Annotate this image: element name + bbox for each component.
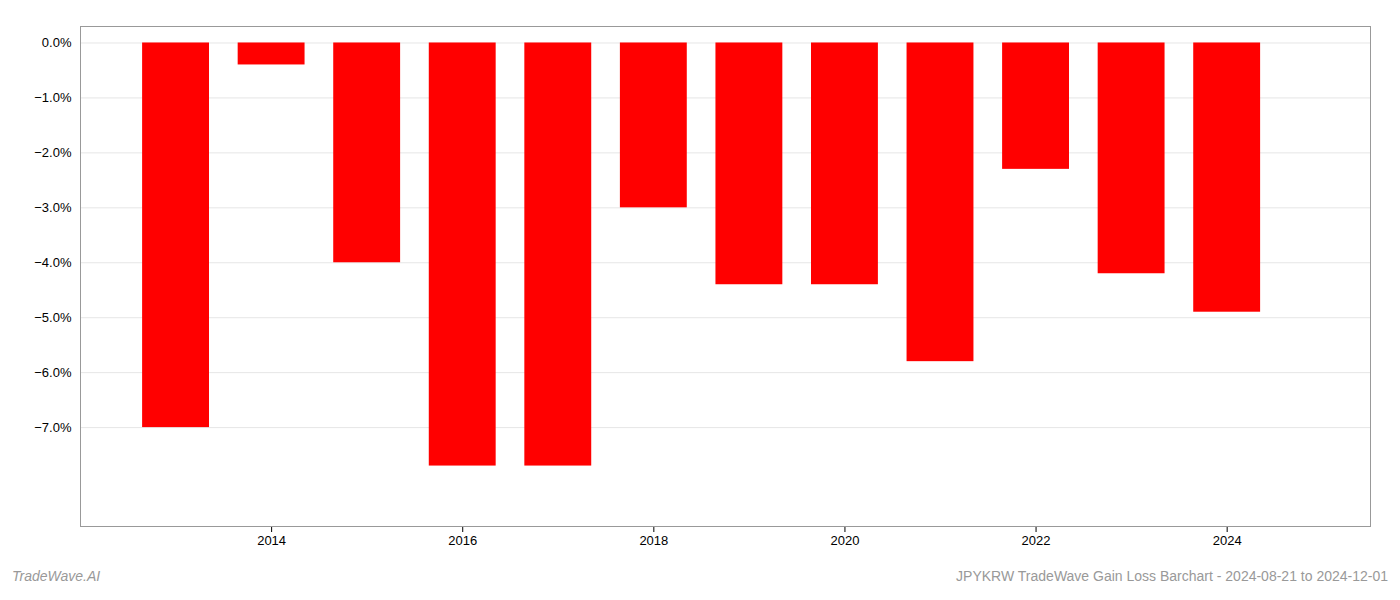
html-text:TradeWave.AI: TradeWave.AI bbox=[12, 568, 101, 584]
svg-text:−7.0%: −7.0% bbox=[34, 420, 72, 435]
svg-text:2020: 2020 bbox=[830, 533, 859, 548]
svg-text:−3.0%: −3.0% bbox=[34, 200, 72, 215]
svg-text:−4.0%: −4.0% bbox=[34, 255, 72, 270]
svg-text:−5.0%: −5.0% bbox=[34, 310, 72, 325]
svg-text:2018: 2018 bbox=[639, 533, 668, 548]
svg-text:0.0%: 0.0% bbox=[42, 35, 72, 50]
html-text:JPYKRW TradeWave Gain Loss Bar: JPYKRW TradeWave Gain Loss Barchart - 20… bbox=[956, 568, 1388, 584]
svg-text:−2.0%: −2.0% bbox=[34, 145, 72, 160]
svg-text:2016: 2016 bbox=[448, 533, 477, 548]
svg-text:−1.0%: −1.0% bbox=[34, 90, 72, 105]
svg-text:2014: 2014 bbox=[257, 533, 286, 548]
svg-text:−6.0%: −6.0% bbox=[34, 365, 72, 380]
svg-text:2024: 2024 bbox=[1213, 533, 1242, 548]
svg-text:2022: 2022 bbox=[1022, 533, 1051, 548]
